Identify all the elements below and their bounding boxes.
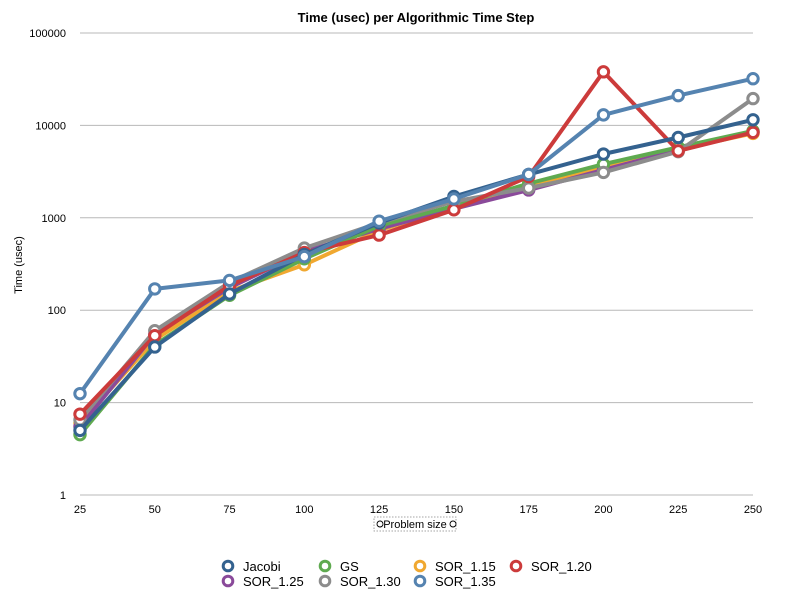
- y-tick-label: 100000: [29, 28, 66, 40]
- data-point: [148, 282, 162, 296]
- x-tick-label: 225: [669, 504, 687, 516]
- data-point: [222, 273, 237, 288]
- legend-label: SOR_1.30: [340, 574, 401, 589]
- data-point: [671, 144, 685, 158]
- series-line: [78, 129, 755, 429]
- data-point: [746, 113, 760, 127]
- data-point: [447, 203, 461, 217]
- data-point: [297, 249, 312, 264]
- legend-item-Jacobi: Jacobi: [221, 559, 281, 574]
- x-tick-label: 50: [149, 504, 161, 516]
- legend-marker: [318, 574, 332, 588]
- y-axis-label: Time (usec): [13, 236, 25, 294]
- x-tick-label: 100: [295, 504, 313, 516]
- series-SOR_1.15: [73, 126, 760, 430]
- series-GS: [73, 124, 760, 442]
- legend-label: SOR_1.35: [435, 574, 496, 589]
- legend-label: SOR_1.15: [435, 559, 496, 574]
- x-tick-label: 150: [445, 504, 463, 516]
- data-point: [596, 65, 611, 79]
- x-label-handle-right: [449, 520, 457, 528]
- data-point: [596, 108, 611, 122]
- legend-marker: [318, 559, 332, 573]
- x-tick-label: 250: [744, 504, 762, 516]
- legend-marker: [413, 559, 427, 573]
- data-point: [73, 407, 87, 421]
- data-point: [746, 91, 760, 106]
- legend-marker: [413, 574, 427, 588]
- x-axis-label-group: Problem size: [373, 516, 457, 532]
- data-point: [73, 423, 87, 438]
- data-point: [148, 328, 162, 343]
- series-line: [78, 117, 755, 433]
- data-point: [148, 340, 162, 354]
- x-tick-label: 25: [74, 504, 86, 516]
- legend-label: Jacobi: [243, 559, 281, 574]
- data-point: [73, 386, 87, 401]
- series-line: [78, 129, 755, 437]
- series-SOR_1.35: [73, 72, 760, 401]
- series-line: [78, 76, 755, 396]
- data-point: [447, 192, 461, 206]
- x-tick-label: 175: [519, 504, 537, 516]
- legend-item-SOR_1.30: SOR_1.30: [318, 574, 401, 589]
- y-tick-label: 1: [60, 490, 66, 502]
- data-point: [222, 287, 237, 301]
- series-SOR_1.20: [73, 65, 760, 421]
- x-tick-labels: 25 50 75 100 125 150 175 200 225 250: [74, 504, 762, 516]
- data-point: [596, 147, 611, 161]
- legend-item-GS: GS: [318, 559, 359, 574]
- y-tick-label: 10: [54, 398, 66, 410]
- data-point: [372, 214, 386, 228]
- data-point: [671, 130, 685, 145]
- legend-label: GS: [340, 559, 359, 574]
- x-tick-label: 75: [223, 504, 235, 516]
- legend-label: SOR_1.25: [243, 574, 304, 589]
- legend-marker: [221, 574, 235, 588]
- series-line: [78, 96, 755, 422]
- series-lines: [73, 65, 760, 442]
- data-point: [521, 167, 536, 182]
- legend-item-SOR_1.35: SOR_1.35: [413, 574, 496, 589]
- series-line: [78, 69, 755, 417]
- y-tick-label: 100: [48, 305, 66, 317]
- data-point: [746, 72, 760, 86]
- x-axis-label: Problem size: [383, 519, 447, 531]
- legend: Jacobi GS SOR_1.15 SOR_1.20 SOR_1.25 SOR_1.30…: [221, 559, 592, 589]
- y-tick-labels: 1 10 100 1000 10000 100000: [29, 28, 66, 502]
- series-Jacobi: [73, 113, 760, 438]
- legend-label: SOR_1.20: [531, 559, 592, 574]
- series-SOR_1.25: [73, 125, 760, 434]
- legend-marker: [221, 559, 235, 573]
- chart-title: Time (usec) per Algorithmic Time Step: [298, 10, 535, 25]
- legend-marker: [509, 559, 523, 573]
- legend-item-SOR_1.25: SOR_1.25: [221, 574, 304, 589]
- y-tick-label: 1000: [42, 213, 66, 225]
- data-point: [372, 228, 386, 242]
- data-point: [521, 181, 536, 195]
- legend-item-SOR_1.15: SOR_1.15: [413, 559, 496, 574]
- x-label-handle-left: [376, 520, 384, 528]
- legend-item-SOR_1.20: SOR_1.20: [509, 559, 592, 574]
- x-tick-label: 200: [594, 504, 612, 516]
- data-point: [596, 165, 611, 180]
- y-tick-label: 10000: [35, 120, 66, 132]
- x-tick-label: 125: [370, 504, 388, 516]
- series-line: [78, 131, 755, 426]
- data-point: [746, 125, 760, 140]
- data-point: [671, 88, 685, 103]
